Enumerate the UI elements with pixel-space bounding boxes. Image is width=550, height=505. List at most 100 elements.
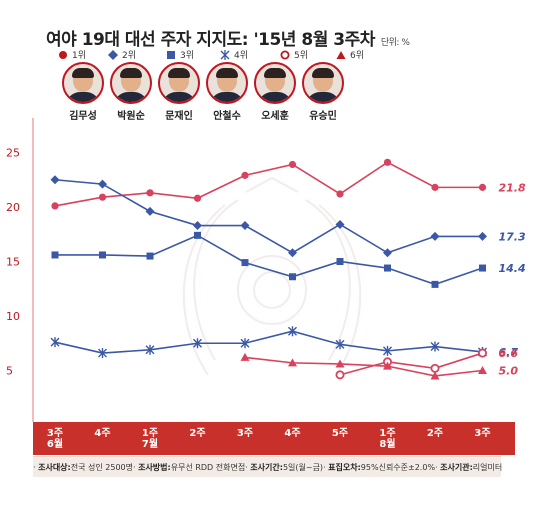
survey-footer: · 조사대상:전국 성인 2500명 · 조사방법:유무선 RDD 전화면접 ·…	[33, 456, 502, 477]
data-point	[477, 348, 487, 358]
data-point	[240, 221, 250, 231]
footer-item-method: · 조사방법:유무선 RDD 전화면접	[132, 462, 246, 472]
legend-item-2: 2위	[108, 48, 136, 61]
y-tick-label: 25	[6, 147, 20, 160]
data-point	[384, 264, 391, 272]
data-point	[98, 348, 107, 359]
end-value-label: 14.4	[499, 262, 526, 275]
data-point	[288, 160, 297, 169]
series-line	[55, 234, 483, 286]
footer-item-error: · 표집오차:95%신뢰수준±2.0%	[323, 462, 436, 472]
candidate-name: 문재인	[165, 111, 193, 122]
series-layer: 21.8 17.3 14.4 6.76.6 5.0	[50, 158, 526, 380]
x-tick-label: 1주 8월	[379, 427, 395, 450]
data-point	[50, 175, 60, 185]
data-point	[383, 248, 392, 258]
data-point	[193, 338, 202, 349]
candidate-4: 안철수	[202, 62, 252, 122]
legend-diamond-icon	[108, 49, 118, 60]
data-point	[146, 189, 154, 197]
category-band-bg	[33, 422, 515, 455]
data-point	[98, 179, 107, 189]
legend-label-1: 1위	[72, 51, 87, 61]
legend-label-4: 4위	[234, 51, 249, 61]
legend-label-3: 3위	[180, 51, 195, 61]
legend-label-2: 2위	[122, 51, 137, 61]
data-point	[193, 221, 202, 231]
x-tick-label: 3주	[237, 427, 253, 439]
candidate-name: 박원순	[117, 111, 145, 122]
data-point	[478, 183, 487, 191]
x-tick-label: 2주	[427, 427, 443, 439]
legend-asterisk-icon	[220, 49, 230, 60]
end-value-label: 17.3	[499, 230, 526, 243]
footer-item-target: · 조사대상:전국 성인 2500명	[33, 462, 133, 472]
portrait-icon	[302, 62, 344, 104]
data-point	[383, 361, 392, 370]
legend-item-3: 3위	[166, 48, 194, 61]
y-tick-label: 5	[6, 365, 13, 378]
data-point	[431, 183, 439, 191]
series-line	[339, 352, 483, 376]
line-chart: 5 10 15 20 25 3주 6월 4주 1주 7월 2주 3주 4주 5주 1주 8월 2주 3주 21.…	[6, 118, 526, 455]
data-point	[194, 231, 201, 239]
end-value-label: 21.8	[499, 181, 526, 194]
data-point	[335, 339, 345, 350]
x-tick-label: 3주	[474, 427, 490, 439]
title-text: 여야 19대 대선 주자 지지도: '15년 8월 3주차	[46, 30, 375, 50]
data-point	[145, 344, 155, 355]
series-line	[54, 161, 483, 207]
series-line	[244, 356, 483, 377]
portrait-icon	[254, 62, 296, 104]
end-value-label: 6.7	[499, 346, 519, 359]
portrait-icon	[206, 62, 248, 104]
data-point	[383, 345, 392, 356]
end-value-label: 6.6	[499, 347, 519, 360]
legend-open-circle-icon	[280, 50, 290, 59]
footer-item-period: · 조사기간:5일(월~금)	[245, 462, 324, 472]
series-4: 6.7	[50, 326, 519, 359]
data-point	[193, 194, 202, 202]
data-point	[99, 251, 106, 259]
category-band: 3주 6월 4주 1주 7월 2주 3주 4주 5주 1주 8월 2주 3주	[33, 422, 515, 455]
data-point	[288, 326, 297, 337]
y-axis: 5 10 15 20 25	[6, 118, 34, 422]
legend-item-5: 5위	[280, 48, 308, 61]
candidate-5: 오세훈	[250, 62, 300, 122]
unit-label: 단위: %	[380, 38, 410, 48]
series-1: 21.8	[51, 158, 526, 210]
legend-item-6: 6위	[336, 48, 364, 61]
legend-square-icon	[167, 50, 175, 59]
candidate-name: 안철수	[213, 111, 241, 122]
data-point	[146, 252, 154, 260]
legend-item-1: 1위	[58, 48, 86, 61]
candidate-portraits: 김무성 박원순 문재인 안철수 오세훈 유승민	[58, 62, 358, 124]
data-point	[430, 363, 440, 373]
data-point	[241, 171, 249, 179]
data-point	[240, 338, 250, 349]
candidate-name: 유승민	[309, 111, 337, 122]
x-tick-label: 2주	[189, 427, 205, 439]
data-point	[336, 258, 344, 265]
legend: 1위 2위 3위 4위 5위 6위	[58, 48, 398, 62]
x-tick-label: 4주	[284, 427, 300, 439]
candidate-name: 김무성	[69, 111, 97, 122]
data-point	[336, 190, 344, 198]
series-line	[54, 178, 483, 254]
portrait-icon	[158, 62, 200, 104]
candidate-6: 유승민	[298, 62, 348, 122]
candidate-2: 박원순	[106, 62, 156, 122]
series-6: 5.0	[240, 352, 518, 380]
watermark-emblem-icon	[182, 176, 362, 376]
x-tick-label: 4주	[94, 427, 110, 439]
data-point	[478, 231, 487, 241]
x-tick-label: 1주 7월	[142, 427, 158, 450]
legend-label-5: 5위	[294, 51, 309, 61]
data-point	[335, 219, 345, 229]
data-point	[383, 158, 392, 166]
y-tick-label: 15	[6, 256, 20, 269]
legend-filled-circle-icon	[59, 50, 67, 59]
candidate-1: 김무성	[58, 62, 108, 122]
data-point	[98, 193, 107, 201]
data-point	[335, 370, 345, 380]
